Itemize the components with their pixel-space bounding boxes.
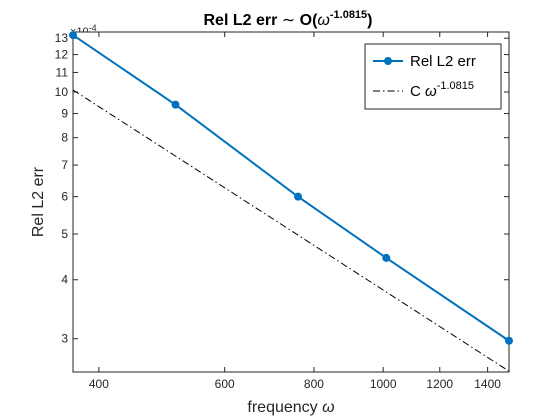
y-tick-label-8: 8 — [61, 131, 68, 145]
series-1-point-2 — [294, 192, 303, 201]
ticks-layer: 400 600 800 1000 1200 1400 3 4 5 6 7 8 9 10 11 12 13 — [55, 31, 509, 391]
legend-marker-series-1 — [384, 57, 392, 65]
chart-title: Rel L2 err ∼ O(ω-1.0815) — [204, 9, 373, 29]
x-tick-label-1000: 1000 — [370, 377, 397, 391]
y-axis-title: Rel L2 err — [30, 166, 47, 237]
x-axis-title: frequency ω — [247, 399, 334, 416]
x-tick-label-600: 600 — [215, 377, 235, 391]
y-tick-label-11: 11 — [56, 65, 69, 79]
x-tick-label-400: 400 — [89, 377, 109, 391]
legend-label-series-1: Rel L2 err — [410, 53, 476, 70]
legend-label-series-2: C ω-1.0815 — [410, 80, 474, 100]
series-1-point-1 — [171, 100, 180, 109]
y-tick-label-12: 12 — [55, 48, 69, 62]
y-tick-label-6: 6 — [61, 190, 68, 204]
y-tick-label-5: 5 — [61, 227, 68, 241]
series-1-point-0 — [69, 31, 77, 40]
series-1-point-3 — [382, 253, 391, 262]
legend: Rel L2 err C ω-1.0815 — [364, 43, 502, 110]
y-tick-label-3: 3 — [61, 332, 68, 346]
series-1-point-4 — [505, 336, 513, 345]
x-tick-label-800: 800 — [304, 377, 324, 391]
y-tick-label-13: 13 — [55, 31, 69, 45]
y-tick-label-4: 4 — [61, 273, 68, 287]
y-tick-label-9: 9 — [61, 107, 68, 121]
series-layer — [69, 31, 513, 372]
x-tick-label-1400: 1400 — [474, 377, 501, 391]
legend-box — [364, 43, 502, 110]
y-tick-label-7: 7 — [61, 158, 68, 172]
y-tick-label-10: 10 — [55, 85, 69, 99]
x-tick-label-1200: 1200 — [426, 377, 453, 391]
